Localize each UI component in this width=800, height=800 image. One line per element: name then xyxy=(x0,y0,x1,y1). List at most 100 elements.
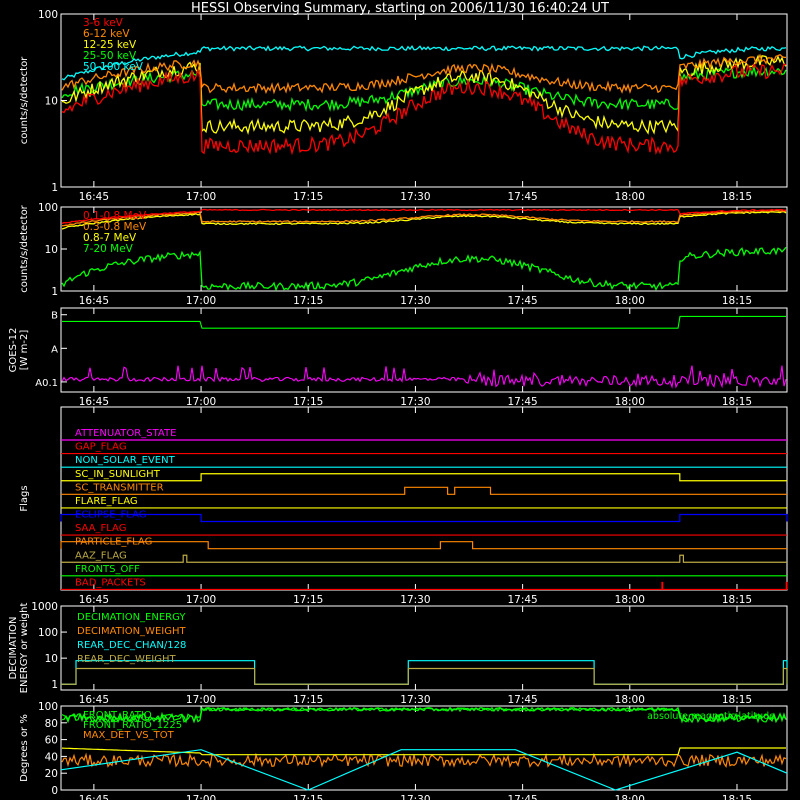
panel-hi-energy: 16:45 17:00 17:15 17:30 17:45 18:00 18:15 count… xyxy=(19,202,788,307)
flag-label: ATTENUATOR_STATE xyxy=(75,428,176,439)
flag-label: SC_TRANSMITTER xyxy=(75,482,164,493)
time-tick-label: 18:15 xyxy=(722,191,752,203)
time-tick-label: 18:00 xyxy=(615,794,645,800)
flag-label: FRONTS_OFF xyxy=(75,564,140,575)
time-tick-label: 17:00 xyxy=(186,794,216,800)
y-tick-label: 1 xyxy=(51,679,58,691)
flag-label: AAZ_FLAG xyxy=(75,550,127,561)
series-25-50-kev xyxy=(61,64,787,113)
time-tick-label: 18:00 xyxy=(615,191,645,203)
time-tick-label: 17:30 xyxy=(400,694,430,706)
flag-label: SAA_FLAG xyxy=(75,523,126,534)
series-line xyxy=(61,54,787,136)
legend-entry: REAR_DEC_WEIGHT xyxy=(77,654,176,665)
y-tick-label: 1 xyxy=(51,286,58,298)
time-tick-label: 18:15 xyxy=(722,694,752,706)
y-tick-label: 80 xyxy=(45,718,58,730)
time-tick-label: 18:00 xyxy=(615,396,645,408)
y-tick-label: 20 xyxy=(45,768,58,780)
time-tick-label: 17:00 xyxy=(186,594,216,606)
flag-label: FLARE_FLAG xyxy=(75,496,138,507)
time-tick-label: 16:45 xyxy=(79,794,109,800)
time-tick-label: 17:45 xyxy=(507,295,537,307)
time-tick-label: 17:15 xyxy=(293,396,323,408)
time-tick-label: 17:45 xyxy=(507,594,537,606)
time-tick-label: 17:30 xyxy=(400,594,430,606)
y-axis-label-2: ENERGY or weight xyxy=(19,603,30,694)
series-line xyxy=(61,246,787,292)
y-tick-label: B xyxy=(51,311,58,322)
y-tick-label: 100 xyxy=(38,9,58,21)
series-7-20-mev xyxy=(61,246,787,292)
y-axis-label-2: [W m-2] xyxy=(19,330,30,371)
y-tick-label: 10 xyxy=(45,244,58,256)
legend-entry: 50-100 keV xyxy=(83,61,144,73)
legend-entry: MAX_DET_VS_TOT xyxy=(83,730,175,741)
time-tick-label: 17:45 xyxy=(507,794,537,800)
time-tick-label: 16:45 xyxy=(79,191,109,203)
time-tick-label: 17:00 xyxy=(186,295,216,307)
y-tick-label: 100 xyxy=(38,627,58,639)
time-tick-label: 17:15 xyxy=(293,794,323,800)
series-line xyxy=(61,53,786,95)
time-tick-label: 17:00 xyxy=(186,396,216,408)
time-tick-label: 17:45 xyxy=(507,396,537,408)
time-tick-label: 18:00 xyxy=(615,295,645,307)
legend-entry: 0.8-7 MeV xyxy=(83,232,137,244)
time-tick-label: 17:15 xyxy=(293,295,323,307)
panel-goes: 16:45 17:00 17:15 17:30 17:45 18:00 18:15 GOES-… xyxy=(8,307,788,408)
time-tick-label: 16:45 xyxy=(79,295,109,307)
series-line xyxy=(61,211,787,230)
panel-frame xyxy=(60,307,788,393)
time-tick-label: 18:15 xyxy=(722,594,752,606)
series-line-goes xyxy=(62,315,786,329)
time-tick-label: 18:15 xyxy=(722,295,752,307)
time-tick-label: 16:45 xyxy=(79,594,109,606)
series-12-25-kev xyxy=(61,54,787,136)
series-line-goes xyxy=(61,365,787,389)
ratio-line xyxy=(61,706,787,724)
legend-entry: 6-12 keV xyxy=(83,28,130,40)
time-tick-label: 17:15 xyxy=(293,594,323,606)
time-tick-label: 17:30 xyxy=(400,295,430,307)
time-tick-label: 18:15 xyxy=(722,794,752,800)
decimation-line xyxy=(61,667,788,685)
decimation-line xyxy=(61,660,788,685)
legend-entry: 0.1-0.8 MeV xyxy=(83,210,147,222)
series-50-100-kev xyxy=(61,44,787,81)
y-tick-label: 60 xyxy=(45,735,58,747)
panel-frame xyxy=(60,605,788,691)
y-tick-label: A xyxy=(51,344,58,355)
time-tick-label: 17:45 xyxy=(507,191,537,203)
series-3-6-kev xyxy=(61,63,787,156)
time-tick-label: 16:45 xyxy=(79,694,109,706)
flag-label: NON_SOLAR_EVENT xyxy=(75,455,176,466)
flag-label: SC_IN_SUNLIGHT xyxy=(75,469,161,480)
series-line xyxy=(61,44,787,81)
flag-line xyxy=(61,554,787,563)
legend-entry: 25-50 keV xyxy=(83,50,137,62)
y-tick-label: 0 xyxy=(51,785,58,797)
time-tick-label: 17:00 xyxy=(186,191,216,203)
flag-line xyxy=(61,581,788,591)
time-tick-label: 18:00 xyxy=(615,694,645,706)
legend-entry: FRONT_RATIO xyxy=(83,710,152,721)
flag-line xyxy=(61,473,787,482)
flag-line xyxy=(60,513,788,523)
legend-entry: DECIMATION_ENERGY xyxy=(77,612,186,623)
y-tick-label: 10 xyxy=(45,96,58,108)
flag-line xyxy=(60,541,787,550)
time-tick-label: 17:15 xyxy=(293,694,323,706)
y-axis-label: GOES-12 xyxy=(8,328,19,373)
series-0-1-0-8-mev xyxy=(61,208,787,225)
ratio-line xyxy=(61,752,787,769)
y-axis-label: counts/s/detector xyxy=(19,56,30,144)
flag-line xyxy=(61,486,787,495)
y-tick-label: 10 xyxy=(45,653,58,665)
panel-flags: 16:45 17:00 17:15 17:30 17:45 18:00 18:15 Flags… xyxy=(19,406,788,606)
y-axis-label: DECIMATION xyxy=(8,616,19,679)
y-tick-label: 100 xyxy=(38,202,58,214)
legend-entry: DECIMATION_WEIGHT xyxy=(77,626,186,637)
series-6-12-kev xyxy=(61,53,786,95)
